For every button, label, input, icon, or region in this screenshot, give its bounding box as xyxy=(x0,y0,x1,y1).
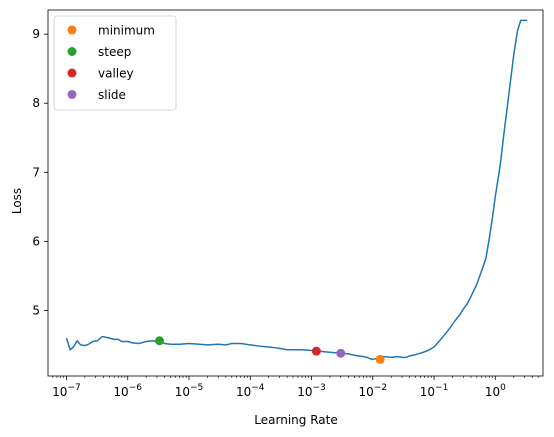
legend-label-steep: steep xyxy=(98,45,131,59)
y-tick-label: 9 xyxy=(32,27,40,41)
y-axis: 5 6 7 8 9 xyxy=(32,27,48,317)
x-tick-label: 10−6 xyxy=(113,383,142,399)
legend-label-slide: slide xyxy=(98,88,126,102)
y-tick-label: 6 xyxy=(32,234,40,248)
x-tick-label: 100 xyxy=(485,383,506,399)
legend-label-valley: valley xyxy=(98,67,134,81)
legend-marker-valley xyxy=(67,68,77,78)
legend-marker-slide xyxy=(67,90,77,99)
plot-area xyxy=(47,9,544,377)
y-tick-label: 8 xyxy=(32,96,40,110)
legend-marker-minimum xyxy=(67,25,77,35)
point-valley xyxy=(311,346,321,356)
x-tick-label: 10−1 xyxy=(420,383,449,399)
x-tick-label: 10−7 xyxy=(52,383,81,399)
x-axis: 10−7 10−6 10−5 10−4 10−3 10−2 10−1 100 xyxy=(52,376,539,399)
y-tick-label: 7 xyxy=(32,165,40,179)
legend-box xyxy=(53,15,177,111)
legend-marker-steep xyxy=(67,47,77,56)
x-tick-label: 10−4 xyxy=(236,383,265,399)
legend-label-minimum: minimum xyxy=(98,24,155,38)
x-tick-label: 10−2 xyxy=(359,383,388,399)
point-steep xyxy=(154,336,164,346)
axes-frame xyxy=(47,9,544,377)
x-axis-label: Learning Rate xyxy=(254,413,337,427)
point-slide xyxy=(336,348,346,358)
x-tick-label: 10−3 xyxy=(297,383,326,399)
series-line-0 xyxy=(65,19,528,361)
point-minimum xyxy=(375,354,385,364)
y-tick-label: 5 xyxy=(32,303,40,317)
legend: minimum steep valley slide xyxy=(53,15,177,111)
y-axis-label: Loss xyxy=(10,188,24,214)
x-tick-label: 10−5 xyxy=(175,383,204,399)
